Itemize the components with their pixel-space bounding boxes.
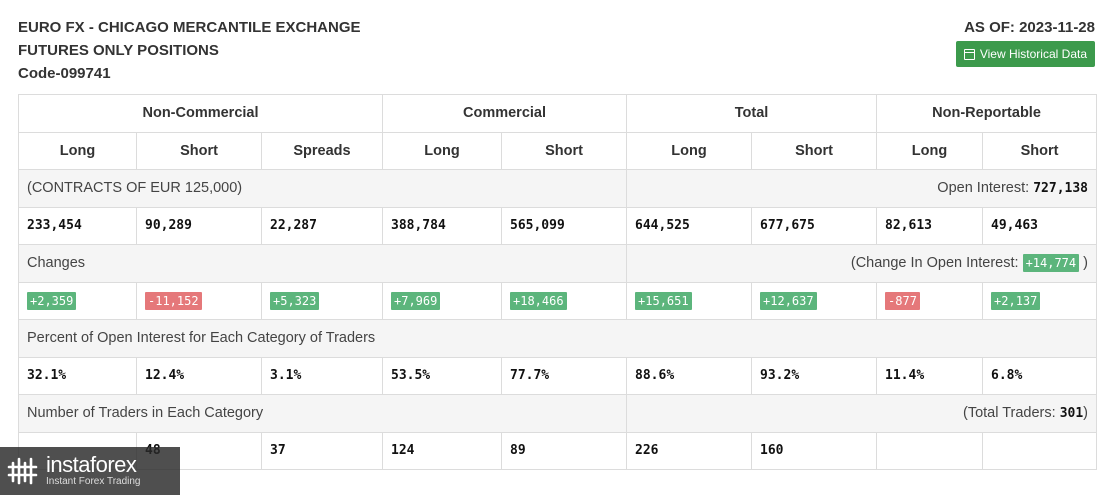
position-cell: 82,613 bbox=[876, 206, 984, 245]
group-non-commercial: Non-Commercial bbox=[18, 94, 383, 133]
percent-cell: 11.4% bbox=[876, 356, 984, 395]
cot-table: Non-Commercial Commercial Total Non-Repo… bbox=[17, 94, 1098, 470]
change-cell: +2,359 bbox=[18, 281, 137, 320]
open-interest: Open Interest: 727,138 bbox=[626, 169, 1098, 208]
group-non-reportable: Non-Reportable bbox=[876, 94, 1098, 133]
traders-label: Number of Traders in Each Category bbox=[17, 394, 628, 433]
change-badge: +2,137 bbox=[991, 291, 1041, 310]
title-line-1: EURO FX - CHICAGO MERCANTILE EXCHANGE bbox=[18, 19, 361, 36]
subheader-cell: Long bbox=[626, 131, 753, 170]
subheader-cell: Long bbox=[876, 131, 984, 170]
subheader-cell: Short bbox=[136, 131, 262, 170]
change-badge: +12,637 bbox=[760, 291, 817, 310]
subheader-cell: Short bbox=[982, 131, 1098, 170]
group-header-row: Non-Commercial Commercial Total Non-Repo… bbox=[18, 94, 1098, 133]
percent-row: 32.1% 12.4% 3.1% 53.5% 77.7% 88.6% 93.2%… bbox=[18, 356, 1098, 395]
view-historical-data-button[interactable]: View Historical Data bbox=[955, 41, 1095, 67]
change-badge: +18,466 bbox=[510, 291, 567, 310]
position-cell: 233,454 bbox=[18, 206, 137, 245]
change-cell: +5,323 bbox=[261, 281, 383, 320]
total-traders: (Total Traders: 301) bbox=[626, 394, 1098, 433]
watermark-text: instaforex Instant Forex Trading bbox=[46, 454, 141, 488]
positions-row: 233,454 90,289 22,287 388,784 565,099 64… bbox=[18, 206, 1098, 245]
subheader-cell: Long bbox=[18, 131, 137, 170]
report-title: EURO FX - CHICAGO MERCANTILE EXCHANGE FU… bbox=[18, 16, 361, 85]
position-cell: 644,525 bbox=[626, 206, 753, 245]
trader-cell bbox=[982, 431, 1098, 470]
contracts-row: (CONTRACTS OF EUR 125,000) Open Interest… bbox=[17, 169, 1098, 208]
change-cell: +18,466 bbox=[500, 281, 628, 320]
change-badge: +7,969 bbox=[391, 291, 441, 310]
change-badge: -11,152 bbox=[145, 291, 202, 310]
subheader-cell: Short bbox=[751, 131, 878, 170]
watermark-brand: instaforex bbox=[46, 452, 137, 477]
change-badge: -877 bbox=[885, 291, 920, 310]
percent-cell: 53.5% bbox=[382, 356, 502, 395]
percent-cell: 77.7% bbox=[500, 356, 628, 395]
subheader-cell: Short bbox=[500, 131, 628, 170]
contract-code: Code-099741 bbox=[18, 65, 111, 82]
traders-label-row: Number of Traders in Each Category (Tota… bbox=[17, 394, 1098, 433]
open-interest-value: 727,138 bbox=[1033, 181, 1089, 197]
change-cell: +15,651 bbox=[626, 281, 753, 320]
group-total: Total bbox=[626, 94, 878, 133]
position-cell: 22,287 bbox=[261, 206, 383, 245]
report-meta: AS OF: 2023-11-28 View Historical Data bbox=[955, 16, 1095, 67]
change-cell: +2,137 bbox=[982, 281, 1098, 320]
change-oi-suffix: ) bbox=[1083, 255, 1089, 272]
trader-cell bbox=[876, 431, 984, 470]
total-traders-prefix: (Total Traders: bbox=[962, 405, 1056, 422]
change-cell: +12,637 bbox=[751, 281, 878, 320]
position-cell: 90,289 bbox=[136, 206, 262, 245]
contracts-label: (CONTRACTS OF EUR 125,000) bbox=[17, 169, 628, 208]
trader-cell: 226 bbox=[626, 431, 753, 470]
percent-cell: 93.2% bbox=[751, 356, 878, 395]
change-cell: +7,969 bbox=[382, 281, 502, 320]
total-traders-suffix: ) bbox=[1083, 405, 1089, 422]
position-cell: 49,463 bbox=[982, 206, 1098, 245]
change-cell: -877 bbox=[876, 281, 984, 320]
trader-cell: 89 bbox=[500, 431, 628, 470]
instaforex-watermark: instaforex Instant Forex Trading bbox=[0, 447, 180, 495]
percent-cell: 6.8% bbox=[982, 356, 1098, 395]
position-cell: 388,784 bbox=[382, 206, 502, 245]
change-oi-prefix: (Change In Open Interest: bbox=[850, 255, 1019, 272]
trader-cell: 37 bbox=[261, 431, 383, 470]
total-traders-value: 301 bbox=[1059, 406, 1084, 422]
watermark-tagline: Instant Forex Trading bbox=[46, 476, 141, 487]
trader-cell: 124 bbox=[382, 431, 502, 470]
position-cell: 677,675 bbox=[751, 206, 878, 245]
traders-row: 48 37 124 89 226 160 bbox=[18, 431, 1098, 470]
trader-cell: 160 bbox=[751, 431, 878, 470]
open-interest-label: Open Interest: bbox=[937, 180, 1030, 197]
percent-label: Percent of Open Interest for Each Catego… bbox=[17, 319, 1098, 358]
subheader-cell: Long bbox=[382, 131, 502, 170]
percent-cell: 3.1% bbox=[261, 356, 383, 395]
view-historical-data-label: View Historical Data bbox=[979, 47, 1087, 61]
change-badge: +5,323 bbox=[270, 291, 320, 310]
as-of-date: AS OF: 2023-11-28 bbox=[964, 19, 1095, 36]
changes-label: Changes bbox=[17, 244, 628, 283]
change-badge: +15,651 bbox=[635, 291, 692, 310]
change-open-interest: (Change In Open Interest: +14,774 ) bbox=[626, 244, 1098, 283]
subheader-cell: Spreads bbox=[261, 131, 383, 170]
change-cell: -11,152 bbox=[136, 281, 262, 320]
changes-label-row: Changes (Change In Open Interest: +14,77… bbox=[17, 244, 1098, 283]
change-oi-badge: +14,774 bbox=[1022, 254, 1080, 273]
position-cell: 565,099 bbox=[500, 206, 628, 245]
changes-row: +2,359 -11,152 +5,323 +7,969 +18,466 +15… bbox=[18, 281, 1098, 320]
subheader-row: Long Short Spreads Long Short Long Short… bbox=[18, 131, 1098, 170]
calendar-icon bbox=[963, 48, 975, 60]
percent-cell: 12.4% bbox=[136, 356, 262, 395]
percent-label-row: Percent of Open Interest for Each Catego… bbox=[17, 319, 1098, 358]
change-badge: +2,359 bbox=[27, 291, 77, 310]
title-line-2: FUTURES ONLY POSITIONS bbox=[18, 42, 219, 59]
group-commercial: Commercial bbox=[381, 94, 628, 133]
percent-cell: 32.1% bbox=[18, 356, 137, 395]
percent-cell: 88.6% bbox=[626, 356, 753, 395]
instaforex-logo-icon bbox=[7, 457, 38, 485]
